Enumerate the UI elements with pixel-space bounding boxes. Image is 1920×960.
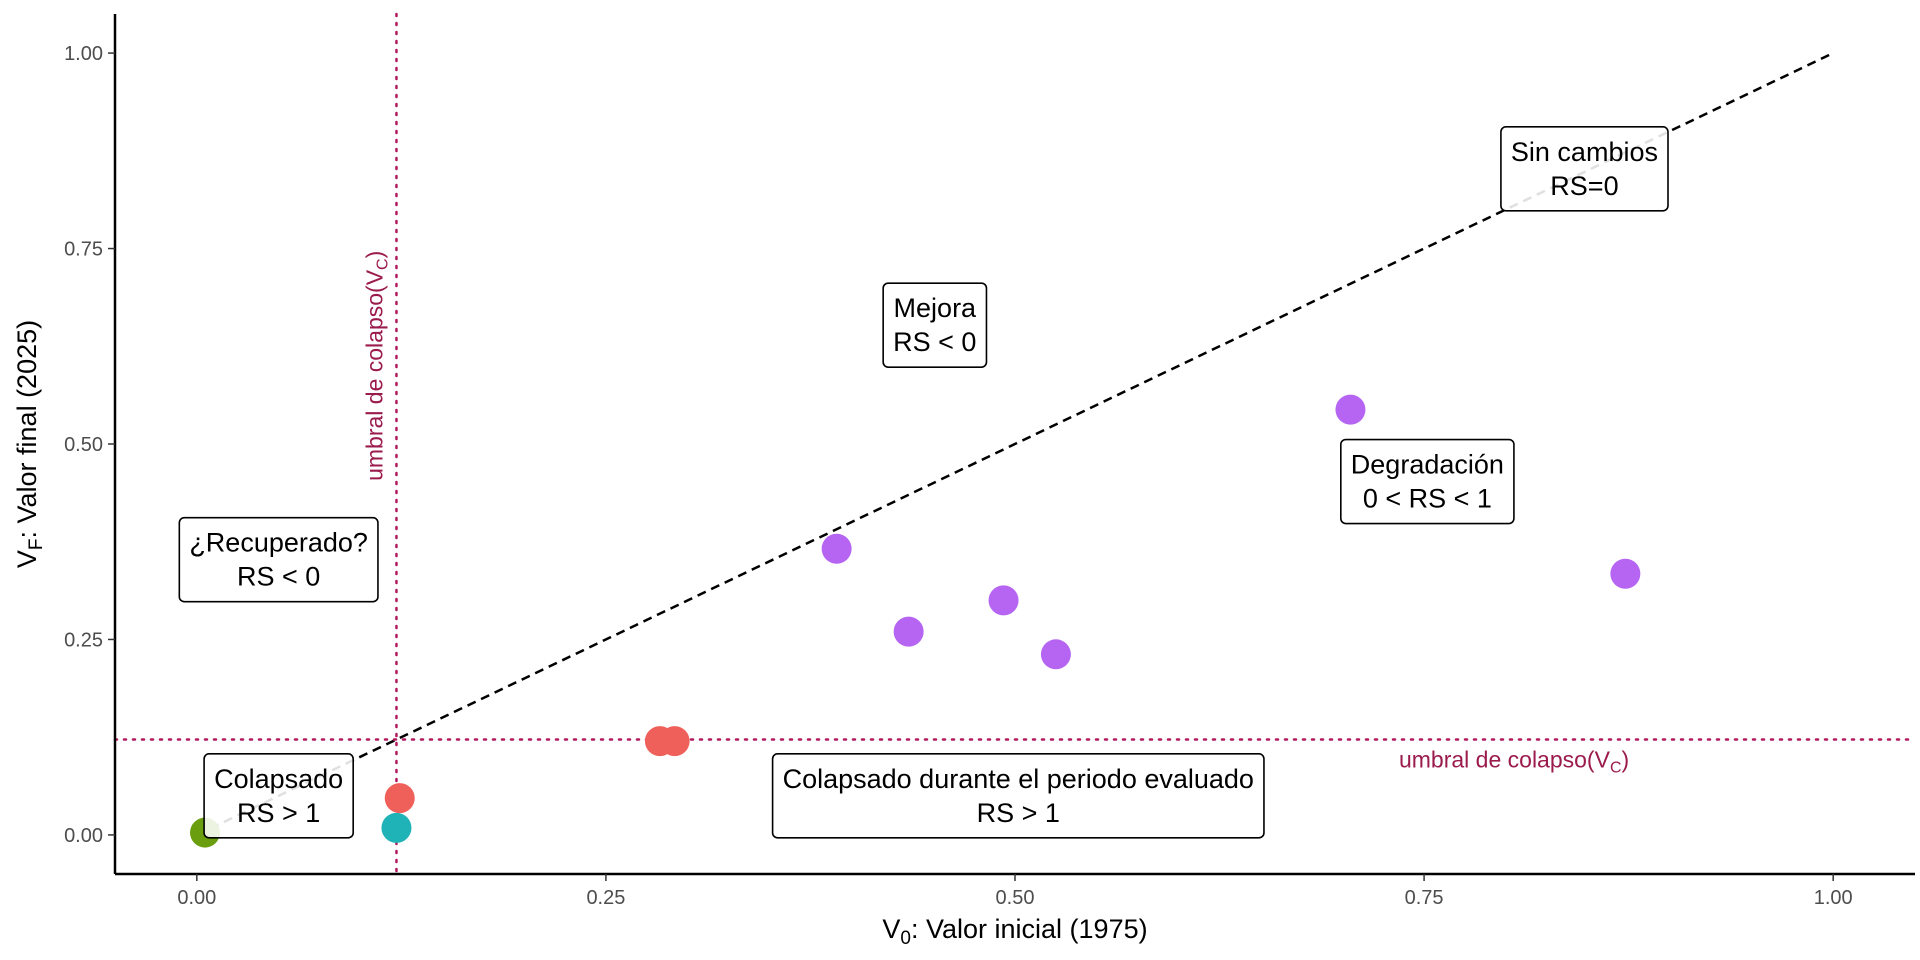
annotation-label: Sin cambios RS=0	[1500, 126, 1669, 212]
y-tick-label: 0.75	[64, 239, 103, 261]
point-colapsado-durante	[384, 783, 415, 814]
annotations-layer: Sin cambios RS=0 Mejora RS < 0 Degradación 0 …	[178, 126, 1669, 839]
annotation-text: Degradación	[1351, 450, 1504, 480]
x-tick-label: 0.75	[1405, 887, 1444, 909]
annotation-label: Colapsado RS > 1	[203, 753, 354, 839]
annotation-box	[882, 282, 988, 368]
annotation-text: RS > 1	[237, 798, 320, 828]
x-tick-label: 0.00	[177, 887, 216, 909]
point-degradacion	[1040, 639, 1071, 670]
y-tick-label: 0.00	[64, 825, 103, 847]
x-tick-label: 1.00	[1814, 887, 1853, 909]
y-tick-label: 1.00	[64, 43, 103, 65]
annotation-box	[771, 753, 1265, 839]
y-tick-label: 0.50	[64, 434, 103, 456]
y-axis-title: VF: Valor final (2025)	[12, 320, 47, 568]
annotation-box	[1500, 126, 1669, 212]
point-colapsado-durante	[659, 726, 690, 757]
annotation-text: Mejora	[894, 293, 978, 323]
point-degradacion	[893, 616, 924, 647]
x-axis-title: V0: Valor inicial (1975)	[882, 914, 1147, 949]
x-tick-label: 0.50	[996, 887, 1035, 909]
annotation-text: RS=0	[1550, 171, 1618, 201]
axes-layer: 0.00 0.25 0.50 0.75 1.00 0.00 0.25 0.50 0.75 1.00…	[12, 14, 1915, 949]
annotation-text: Colapsado durante el periodo evaluado	[783, 764, 1254, 794]
annotation-text: ¿Recuperado?	[189, 528, 368, 558]
collapse-threshold-vertical-label: umbral de colapso(VC)	[361, 251, 391, 481]
annotation-box	[178, 516, 379, 603]
point-degradacion	[988, 585, 1019, 616]
annotation-label: ¿Recuperado? RS < 0	[178, 516, 379, 603]
annotation-text: RS < 0	[893, 327, 976, 357]
annotation-text: RS > 1	[977, 798, 1060, 828]
annotation-text: Colapsado	[214, 764, 343, 794]
point-degradacion	[821, 533, 852, 564]
annotation-box	[1340, 438, 1515, 525]
annotation-label: Degradación 0 < RS < 1	[1340, 438, 1515, 525]
annotation-text: Sin cambios	[1511, 137, 1658, 167]
annotation-text: RS < 0	[237, 562, 320, 592]
annotation-text: 0 < RS < 1	[1363, 484, 1492, 514]
identity-line	[196, 51, 1834, 837]
x-tick-label: 0.25	[586, 887, 625, 909]
point-degradacion	[1610, 558, 1641, 589]
annotation-label: Mejora RS < 0	[882, 282, 988, 368]
annotation-label: Colapsado durante el periodo evaluado RS …	[771, 753, 1265, 839]
y-tick-label: 0.25	[64, 629, 103, 651]
plot-points-layer	[190, 394, 1641, 848]
point-degradacion	[1335, 394, 1366, 425]
annotation-box	[203, 753, 354, 839]
point-colapsado-actual	[381, 812, 412, 843]
collapse-threshold-horizontal-label: umbral de colapso(VC)	[1399, 747, 1629, 777]
plot-lines-layer: umbral de colapso(VC) umbral de colapso(V…	[113, 12, 1917, 876]
